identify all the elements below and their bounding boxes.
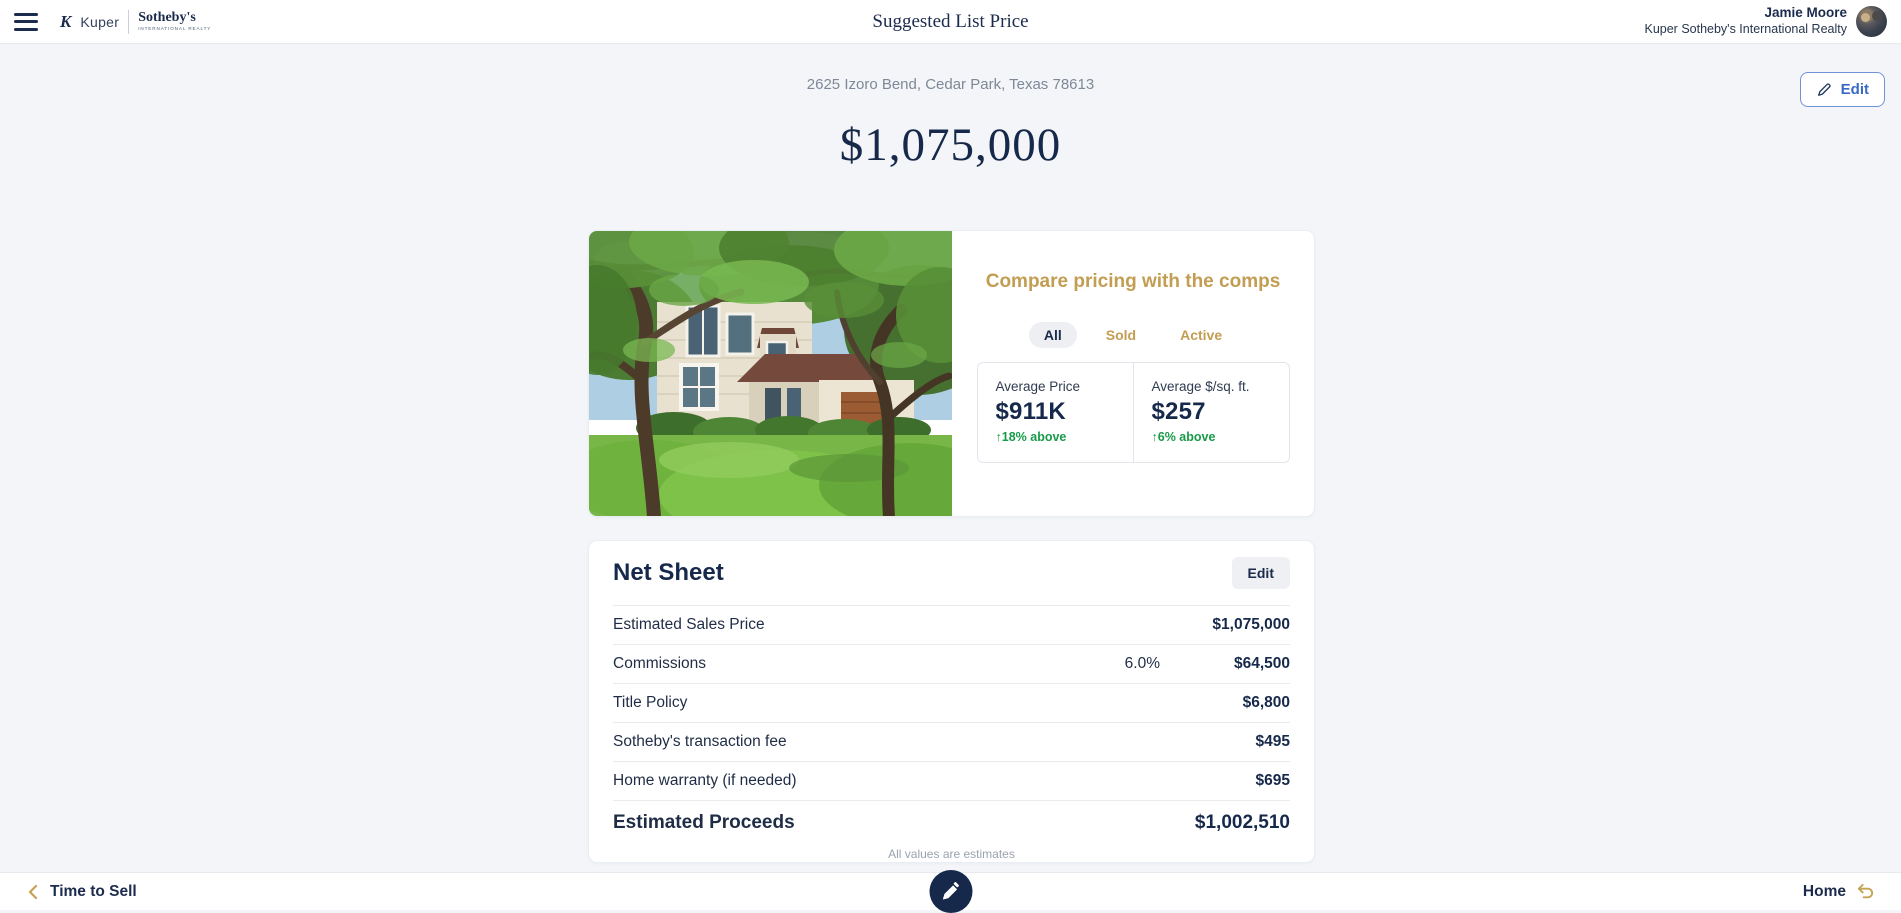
stat-value: $257 (1151, 398, 1206, 425)
home-nav[interactable]: Home (1803, 883, 1875, 901)
user-name: Jamie Moore (1764, 5, 1847, 21)
row-value: $695 (1255, 772, 1290, 789)
row-value: $1,075,000 (1212, 616, 1290, 633)
user-company: Kuper Sotheby's International Realty (1644, 22, 1847, 37)
row-label: Commissions (613, 655, 707, 672)
stat-delta: ↑6% above (1151, 430, 1216, 444)
row-label: Home warranty (if needed) (613, 772, 797, 789)
table-row: Estimated Sales Price $1,075,000 (613, 605, 1290, 644)
stat-average-price: Average Price $911K ↑18% above (978, 363, 1133, 462)
row-label: Estimated Proceeds (613, 812, 795, 833)
stat-label: Average $/sq. ft. (1151, 379, 1250, 394)
kuper-sothebys-logo[interactable]: K Kuper Sotheby's INTERNATIONAL REALTY (60, 9, 211, 34)
net-sheet-footnote: All values are estimates (888, 847, 1015, 861)
table-row: Home warranty (if needed) $695 (613, 761, 1290, 800)
stat-label: Average Price (995, 379, 1081, 394)
property-photo (589, 231, 952, 516)
logo-wordmark: Sotheby's (138, 10, 196, 26)
chevron-left-icon (28, 884, 38, 899)
edit-price-button[interactable]: Edit (1799, 72, 1885, 107)
row-label: Title Policy (613, 694, 688, 711)
comps-title: Compare pricing with the comps (985, 271, 1281, 292)
house-photo-illustration (589, 231, 952, 516)
top-app-bar: K Kuper Sotheby's INTERNATIONAL REALTY S… (0, 0, 1901, 44)
property-address: 2625 Izoro Bend, Cedar Park, Texas 78613 (806, 76, 1095, 93)
table-row: Title Policy $6,800 (613, 683, 1290, 722)
logo-monogram-icon: K (60, 11, 72, 31)
comps-stats-box: Average Price $911K ↑18% above Average $… (976, 362, 1290, 463)
bottom-nav-bar: Time to Sell Home (0, 870, 1901, 913)
comps-card: Compare pricing with the comps All Sold … (588, 230, 1315, 517)
stat-average-ppsf: Average $/sq. ft. $257 ↑6% above (1132, 363, 1289, 462)
row-value: $64,500 (1233, 655, 1290, 672)
comps-panel: Compare pricing with the comps All Sold … (952, 231, 1314, 516)
row-label: Sotheby's transaction fee (613, 733, 787, 750)
back-label: Time to Sell (50, 882, 137, 900)
row-label: Estimated Sales Price (613, 616, 765, 633)
user-info: Jamie Moore Kuper Sotheby's Internationa… (1644, 5, 1847, 38)
net-sheet-header: Net Sheet Edit (613, 541, 1290, 605)
stat-value: $911K (995, 398, 1066, 425)
row-pct: 6.0% (1124, 655, 1160, 672)
row-value: $495 (1255, 733, 1290, 750)
page-title: Suggested List Price (872, 10, 1029, 32)
user-account-block[interactable]: Jamie Moore Kuper Sotheby's Internationa… (1644, 5, 1887, 38)
back-time-to-sell[interactable]: Time to Sell (26, 883, 137, 901)
edit-fab-button[interactable] (929, 870, 972, 913)
logo-wordmark-subtitle: INTERNATIONAL REALTY (138, 26, 212, 32)
tab-active[interactable]: Active (1180, 327, 1223, 343)
pencil-icon (942, 882, 959, 900)
logo-divider (128, 9, 130, 34)
table-row: Sotheby's transaction fee $495 (613, 722, 1290, 761)
menu-hamburger-icon[interactable] (14, 12, 38, 31)
avatar[interactable] (1856, 6, 1887, 37)
estimated-proceeds-row: Estimated Proceeds $1,002,510 (613, 800, 1290, 845)
tab-all[interactable]: All (1028, 322, 1077, 348)
row-value: $6,800 (1242, 694, 1290, 711)
logo-wordmark-group: Sotheby's INTERNATIONAL REALTY (138, 11, 211, 32)
net-sheet-title: Net Sheet (613, 559, 724, 586)
suggested-price: $1,075,000 (839, 119, 1062, 171)
net-sheet-card: Net Sheet Edit Estimated Sales Price $1,… (588, 540, 1315, 863)
edit-price-label: Edit (1840, 81, 1869, 98)
home-label: Home (1802, 882, 1846, 900)
row-value: $1,002,510 (1194, 812, 1290, 833)
pencil-icon (1817, 83, 1831, 96)
stat-delta: ↑18% above (995, 430, 1067, 444)
logo-brand-text: Kuper (80, 13, 120, 30)
net-sheet-edit-button[interactable]: Edit (1231, 557, 1290, 589)
table-row: Commissions 6.0% $64,500 (613, 644, 1290, 683)
tab-sold[interactable]: Sold (1105, 327, 1137, 343)
comps-filter-tabs: All Sold Active (1028, 322, 1237, 348)
undo-arrow-icon (1857, 883, 1874, 899)
